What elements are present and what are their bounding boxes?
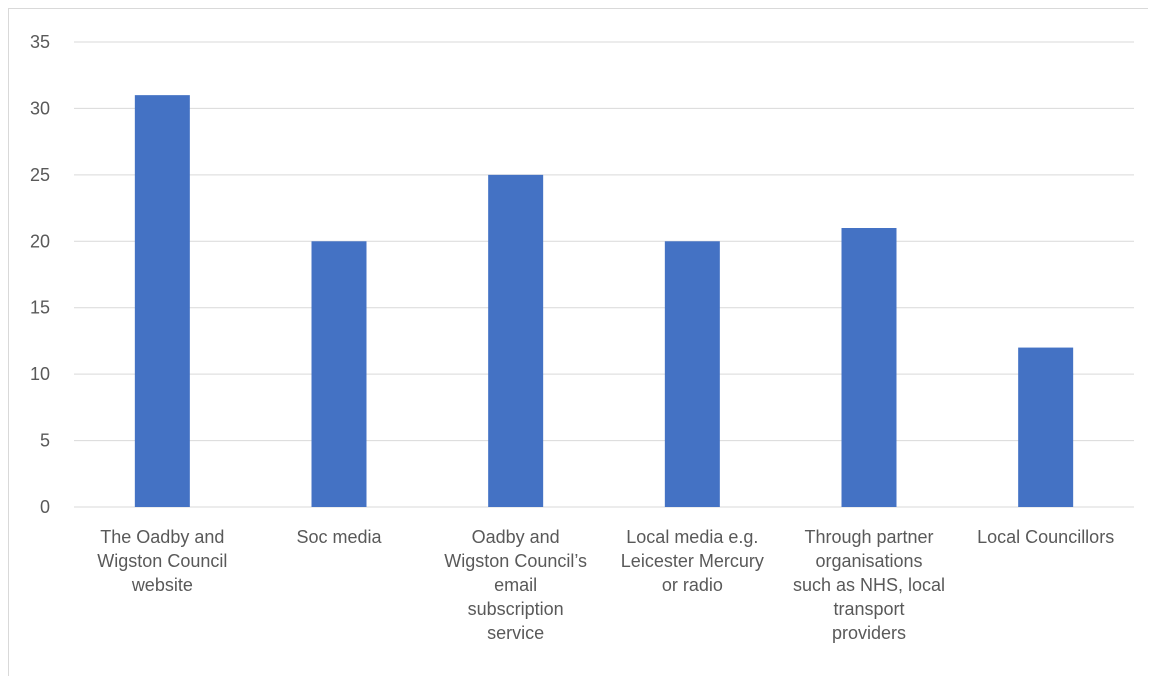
bar	[664, 241, 720, 508]
bar	[1018, 347, 1074, 507]
x-category-label: Local Councillors	[977, 527, 1114, 547]
bars	[134, 95, 1074, 508]
bar	[134, 95, 190, 508]
chart-frame	[8, 8, 1148, 676]
bar	[488, 174, 544, 507]
x-category-label: Oadby and Wigston Council’s email subscript…	[444, 527, 587, 643]
bar	[841, 228, 897, 507]
x-category-label: Soc media	[296, 527, 382, 547]
y-axis-ticks: 0 5 10 15 20 25 30 35	[30, 32, 50, 517]
x-axis-categories: The Oadby and Wigston Council website Soc m…	[97, 527, 1114, 643]
y-tick-label: 5	[40, 431, 50, 451]
x-category-label: Through partner organisations such as NHS,…	[793, 527, 945, 643]
gridlines	[74, 41, 1134, 508]
x-category-label: The Oadby and Wigston Council website	[97, 527, 227, 595]
y-tick-label: 30	[30, 98, 50, 118]
y-tick-label: 25	[30, 165, 50, 185]
y-tick-label: 10	[30, 364, 50, 384]
y-tick-label: 35	[30, 32, 50, 52]
x-category-label: Local media e.g. Leicester Mercury or radi…	[621, 527, 764, 595]
y-tick-label: 15	[30, 298, 50, 318]
y-tick-label: 20	[30, 231, 50, 251]
y-tick-label: 0	[40, 497, 50, 517]
bar	[311, 241, 367, 508]
